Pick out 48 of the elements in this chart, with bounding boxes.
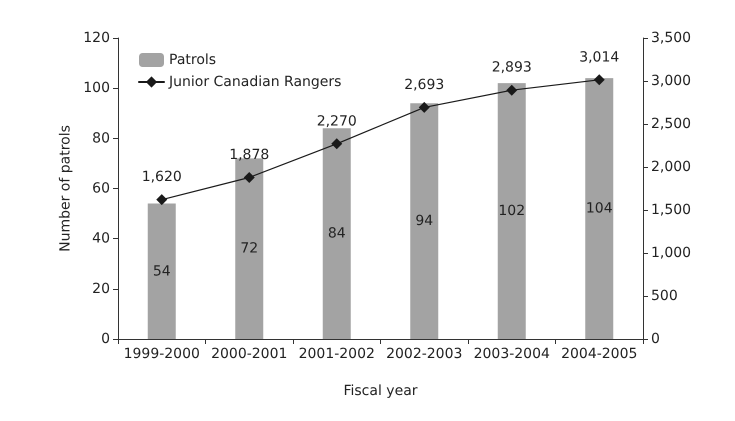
legend-label: Patrols: [169, 52, 216, 68]
x-tick-label: 2003-2004: [474, 346, 550, 362]
bar: [498, 83, 526, 339]
y2-tick-label: 2,000: [651, 159, 692, 175]
y-tick-label: 40: [92, 230, 110, 247]
bar: [410, 103, 438, 339]
data-label: 54: [152, 263, 171, 280]
data-label: 72: [240, 240, 258, 257]
data-label: 1,878: [229, 146, 270, 163]
data-label: 1,620: [142, 169, 182, 186]
legend-label: Junior Canadian Rangers: [168, 74, 342, 90]
data-label: 94: [415, 213, 434, 230]
point: [594, 74, 605, 86]
y2-tick-label: 3,500: [651, 30, 692, 46]
y2-tick-label: 3,000: [651, 73, 692, 89]
x-tick-label: 1999-2000: [124, 346, 200, 362]
data-label: 84: [328, 226, 346, 242]
x-tick-label: 2000-2001: [211, 346, 288, 362]
data-label: 102: [498, 203, 526, 220]
data-label: 2,693: [404, 76, 444, 93]
bar: [148, 204, 176, 339]
y-tick-label: 60: [92, 180, 110, 196]
x-axis-title: Fiscal year: [343, 383, 418, 399]
y-tick-label: 0: [101, 331, 110, 347]
y-axis-title: Number of patrols: [57, 125, 74, 252]
data-label: 3,014: [579, 49, 620, 66]
bar: [585, 78, 614, 339]
y-tick-label: 120: [83, 30, 110, 46]
x-tick-label: 2002-2003: [386, 346, 462, 362]
y-tick-label: 80: [92, 130, 110, 146]
y2-tick-label: 2,500: [651, 116, 692, 132]
data-label: 2,270: [316, 113, 357, 130]
point: [506, 84, 518, 96]
y2-tick-label: 500: [651, 288, 678, 304]
x-tick-label: 2004-2005: [561, 346, 638, 362]
data-label: 2,893: [492, 60, 532, 76]
y2-tick-label: 1,500: [651, 202, 692, 218]
point: [244, 172, 255, 183]
y2-tick-label: 0: [651, 331, 660, 347]
y2-tick-label: 1,000: [651, 245, 692, 261]
y-tick-label: 20: [92, 280, 110, 297]
bar: [322, 128, 351, 339]
y-tick-label: 100: [83, 80, 110, 96]
x-tick-label: 2001-2002: [298, 346, 375, 362]
data-label: 104: [586, 200, 613, 217]
point: [418, 102, 430, 113]
point: [156, 194, 168, 206]
point: [331, 138, 342, 150]
